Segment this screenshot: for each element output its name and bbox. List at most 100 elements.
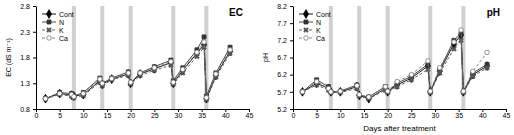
x-tick: 20 <box>384 109 392 119</box>
series-marker <box>329 90 334 95</box>
x-tick-label: 25 <box>151 112 159 119</box>
x-tick-label: 15 <box>104 112 112 119</box>
legend-marker <box>46 10 51 19</box>
y-tick-label: 1.8 <box>20 54 30 61</box>
x-axis: 051015202530354045 <box>35 109 254 119</box>
legend-entry: K <box>299 26 321 34</box>
legend: ContNKCa <box>42 10 74 42</box>
y-tick: 5.2 <box>277 106 293 113</box>
series-marker <box>424 66 432 74</box>
series-marker <box>126 71 131 76</box>
series-marker <box>300 90 304 94</box>
x-tick: 25 <box>408 109 416 119</box>
series-marker <box>355 83 360 88</box>
series-marker <box>203 96 211 104</box>
x-tick-label: 40 <box>479 112 487 119</box>
reference-band <box>171 6 175 109</box>
y-axis: 0.8 1.3 1.8 2.3 2.8 <box>20 3 36 113</box>
y-tick-label: 2.8 <box>20 3 30 10</box>
legend-label: N <box>316 19 321 26</box>
reference-band <box>357 6 361 109</box>
legend: ContNKCa <box>299 10 331 42</box>
y-tick-label: 8.2 <box>277 3 287 10</box>
legend-entry: Ca <box>42 35 68 42</box>
series-marker <box>426 59 431 64</box>
y-tick-label: 0.8 <box>20 106 30 113</box>
y-axis-title: EC (dS m⁻¹) <box>5 38 13 77</box>
series-marker <box>81 91 86 96</box>
series-marker <box>109 75 114 84</box>
x-tick: 0 <box>292 109 296 119</box>
legend-label: K <box>59 27 64 34</box>
x-tick: 25 <box>151 109 159 119</box>
reference-band <box>129 6 133 109</box>
series-marker <box>204 95 209 100</box>
series-marker <box>214 72 219 77</box>
y-tick-mark <box>290 75 293 76</box>
legend-marker <box>304 20 308 24</box>
x-tick: 10 <box>337 109 345 119</box>
series-marker <box>338 89 342 93</box>
series-marker <box>138 71 142 75</box>
x-tick: 15 <box>361 109 369 119</box>
chart-title: EC <box>229 7 243 18</box>
series-marker <box>325 86 333 94</box>
legend-marker <box>304 36 309 41</box>
series-marker <box>367 95 371 99</box>
series-marker <box>138 71 143 76</box>
y-axis-title: pH <box>262 53 270 62</box>
y-axis-line <box>36 7 37 110</box>
y-tick-label: 5.7 <box>277 89 287 96</box>
x-tick: 20 <box>127 109 135 119</box>
x-axis-line <box>37 109 250 110</box>
series-marker <box>180 67 185 72</box>
legend-label: Cont <box>59 11 74 18</box>
legend-label: Ca <box>316 35 325 42</box>
legend-entry: K <box>42 26 64 34</box>
series-marker <box>100 81 104 85</box>
series-marker <box>338 89 343 94</box>
series-marker <box>460 89 468 97</box>
series-marker <box>461 89 466 94</box>
series-marker <box>80 92 88 100</box>
x-tick: 40 <box>479 109 487 119</box>
chart-title: pH <box>487 7 500 18</box>
series-marker <box>338 87 343 96</box>
series-marker <box>228 48 233 53</box>
series-marker <box>128 80 133 85</box>
y-tick-label: 6.7 <box>277 54 287 61</box>
x-tick: 15 <box>104 109 112 119</box>
series-marker <box>202 40 207 45</box>
series-marker <box>437 66 442 71</box>
series-marker <box>299 88 307 96</box>
y-tick-label: 6.2 <box>277 71 287 78</box>
y-tick: 5.7 <box>277 89 293 96</box>
series-marker <box>43 96 48 101</box>
series-marker <box>485 50 490 55</box>
x-tick-label: 25 <box>408 112 416 119</box>
x-tick-label: 10 <box>80 112 88 119</box>
x-tick: 35 <box>198 109 206 119</box>
series-line <box>302 40 487 98</box>
series-marker <box>366 94 371 103</box>
x-tick-label: 45 <box>503 112 511 119</box>
series-marker <box>72 94 77 99</box>
series-marker <box>409 72 414 77</box>
x-tick-label: 5 <box>58 112 62 119</box>
y-tick-label: 2.3 <box>20 28 30 35</box>
x-tick: 40 <box>222 109 230 119</box>
y-tick-label: 1.3 <box>20 80 30 87</box>
y-tick-label: 7.2 <box>277 37 287 44</box>
series-marker <box>428 89 433 94</box>
y-tick: 2.3 <box>20 28 36 35</box>
legend-marker <box>303 10 308 19</box>
x-tick: 30 <box>175 109 183 119</box>
series-marker <box>395 79 400 84</box>
y-tick-mark <box>290 109 293 110</box>
y-tick: 7.7 <box>277 20 293 27</box>
x-tick: 5 <box>58 109 62 119</box>
y-tick-mark <box>33 109 36 110</box>
legend-marker <box>302 26 310 34</box>
y-axis: 5.2 5.7 6.2 6.7 7.2 7.7 8.2 <box>277 3 293 113</box>
series-marker <box>355 92 363 100</box>
